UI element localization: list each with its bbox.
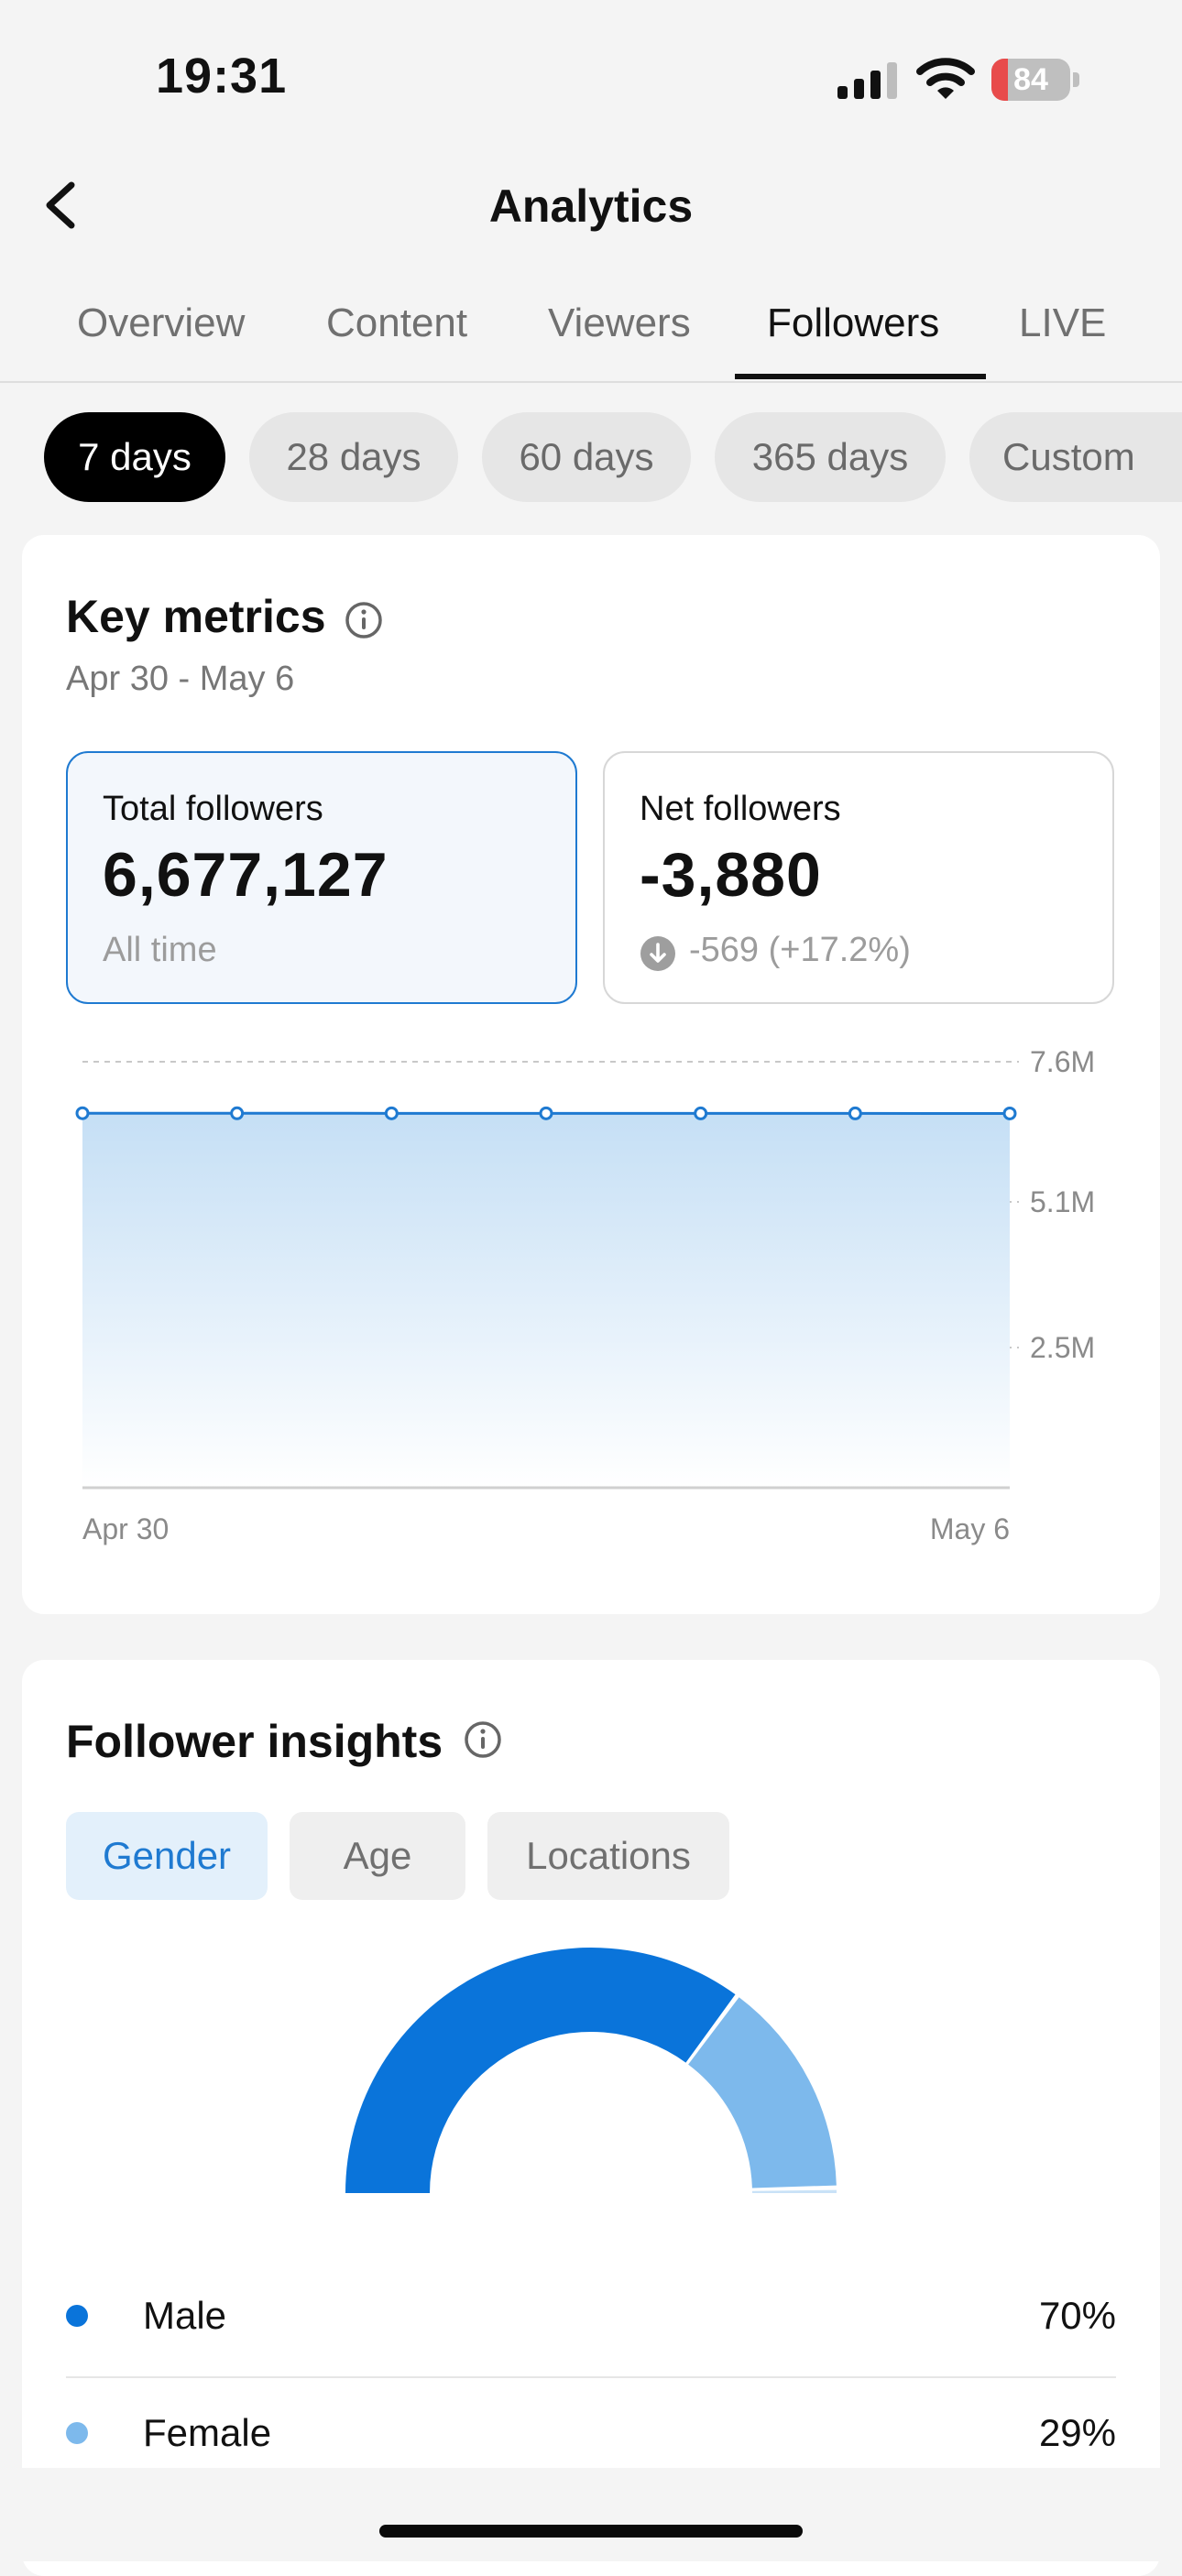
page-title: Analytics bbox=[0, 180, 1182, 233]
data-point bbox=[849, 1108, 860, 1119]
battery-level: 84 bbox=[991, 59, 1070, 101]
net-followers-change: -569 (+17.2%) bbox=[689, 931, 911, 970]
info-icon[interactable] bbox=[345, 601, 383, 639]
gender-half-donut bbox=[22, 1935, 1160, 2210]
data-point bbox=[232, 1108, 243, 1119]
date-range: Apr 30 - May 6 bbox=[66, 660, 294, 699]
legend-divider bbox=[66, 2376, 1116, 2378]
data-point bbox=[541, 1108, 552, 1119]
data-point bbox=[386, 1108, 397, 1119]
data-point bbox=[1004, 1108, 1015, 1119]
male-value: 70% bbox=[1039, 2294, 1116, 2338]
total-followers-period: All time bbox=[103, 931, 217, 970]
followers-area-chart: 2.5M 5.1M 7.6M Apr 30 May 6 bbox=[22, 1030, 1160, 1579]
net-followers-label: Net followers bbox=[640, 790, 841, 829]
total-followers-tile[interactable]: Total followers 6,677,127 All time bbox=[66, 751, 577, 1004]
y-tick-label: 7.6M bbox=[1030, 1045, 1095, 1078]
tab-live[interactable]: LIVE bbox=[1019, 300, 1106, 346]
insights-tab-gender[interactable]: Gender bbox=[66, 1812, 268, 1900]
data-point bbox=[77, 1108, 88, 1119]
key-metrics-card: Key metrics Apr 30 - May 6 Total followe… bbox=[22, 535, 1160, 1614]
x-tick-label: Apr 30 bbox=[82, 1512, 169, 1545]
follower-insights-title: Follower insights bbox=[66, 1715, 443, 1768]
battery-icon: 84 bbox=[991, 59, 1079, 101]
active-tab-indicator bbox=[735, 374, 986, 379]
period-chip-7-days[interactable]: 7 days bbox=[44, 412, 225, 502]
donut-segment-male[interactable] bbox=[345, 1948, 736, 2193]
female-value: 29% bbox=[1039, 2411, 1116, 2455]
net-followers-tile[interactable]: Net followers -3,880 -569 (+17.2%) bbox=[603, 751, 1114, 1004]
donut-segment-other[interactable] bbox=[752, 2190, 837, 2193]
status-bar: 19:31 84 bbox=[0, 0, 1182, 156]
male-legend-dot bbox=[66, 2305, 88, 2327]
insights-tab-locations[interactable]: Locations bbox=[487, 1812, 729, 1900]
period-chip-60-days[interactable]: 60 days bbox=[482, 412, 691, 502]
followers-chart: 2.5M 5.1M 7.6M Apr 30 May 6 bbox=[22, 1030, 1160, 1579]
gender-chart bbox=[22, 1935, 1160, 2210]
y-tick-label: 5.1M bbox=[1030, 1185, 1095, 1218]
period-selector: 7 days 28 days 60 days 365 days Custom bbox=[0, 412, 1182, 504]
wifi-icon bbox=[916, 57, 975, 101]
tab-viewers[interactable]: Viewers bbox=[548, 300, 691, 346]
home-indicator[interactable] bbox=[379, 2525, 803, 2538]
area-fill bbox=[82, 1113, 1010, 1488]
total-followers-value: 6,677,127 bbox=[103, 839, 389, 911]
period-chip-365-days[interactable]: 365 days bbox=[715, 412, 946, 502]
period-chip-28-days[interactable]: 28 days bbox=[249, 412, 458, 502]
female-label: Female bbox=[143, 2411, 271, 2455]
female-legend-dot bbox=[66, 2422, 88, 2444]
legend-item-male: Male 70% bbox=[66, 2263, 1116, 2378]
tab-followers[interactable]: Followers bbox=[767, 300, 939, 346]
status-time: 19:31 bbox=[156, 48, 287, 104]
tab-content[interactable]: Content bbox=[326, 300, 467, 346]
arrow-down-circle-icon bbox=[640, 935, 676, 972]
y-tick-label: 2.5M bbox=[1030, 1331, 1095, 1364]
data-point bbox=[695, 1108, 706, 1119]
tab-overview[interactable]: Overview bbox=[77, 300, 245, 346]
analytics-tabs: Overview Content Viewers Followers LIVE bbox=[0, 293, 1182, 383]
signal-icon bbox=[837, 62, 898, 99]
insights-tab-age[interactable]: Age bbox=[290, 1812, 465, 1900]
total-followers-label: Total followers bbox=[103, 790, 323, 829]
male-label: Male bbox=[143, 2294, 226, 2338]
x-tick-label: May 6 bbox=[930, 1512, 1010, 1545]
bottom-area bbox=[0, 2468, 1182, 2561]
period-chip-custom[interactable]: Custom bbox=[969, 412, 1182, 502]
follower-insights-card: Follower insights Gender Age Locations M… bbox=[22, 1660, 1160, 2576]
info-icon[interactable] bbox=[464, 1720, 502, 1759]
net-followers-value: -3,880 bbox=[640, 839, 822, 911]
key-metrics-title: Key metrics bbox=[66, 590, 326, 643]
